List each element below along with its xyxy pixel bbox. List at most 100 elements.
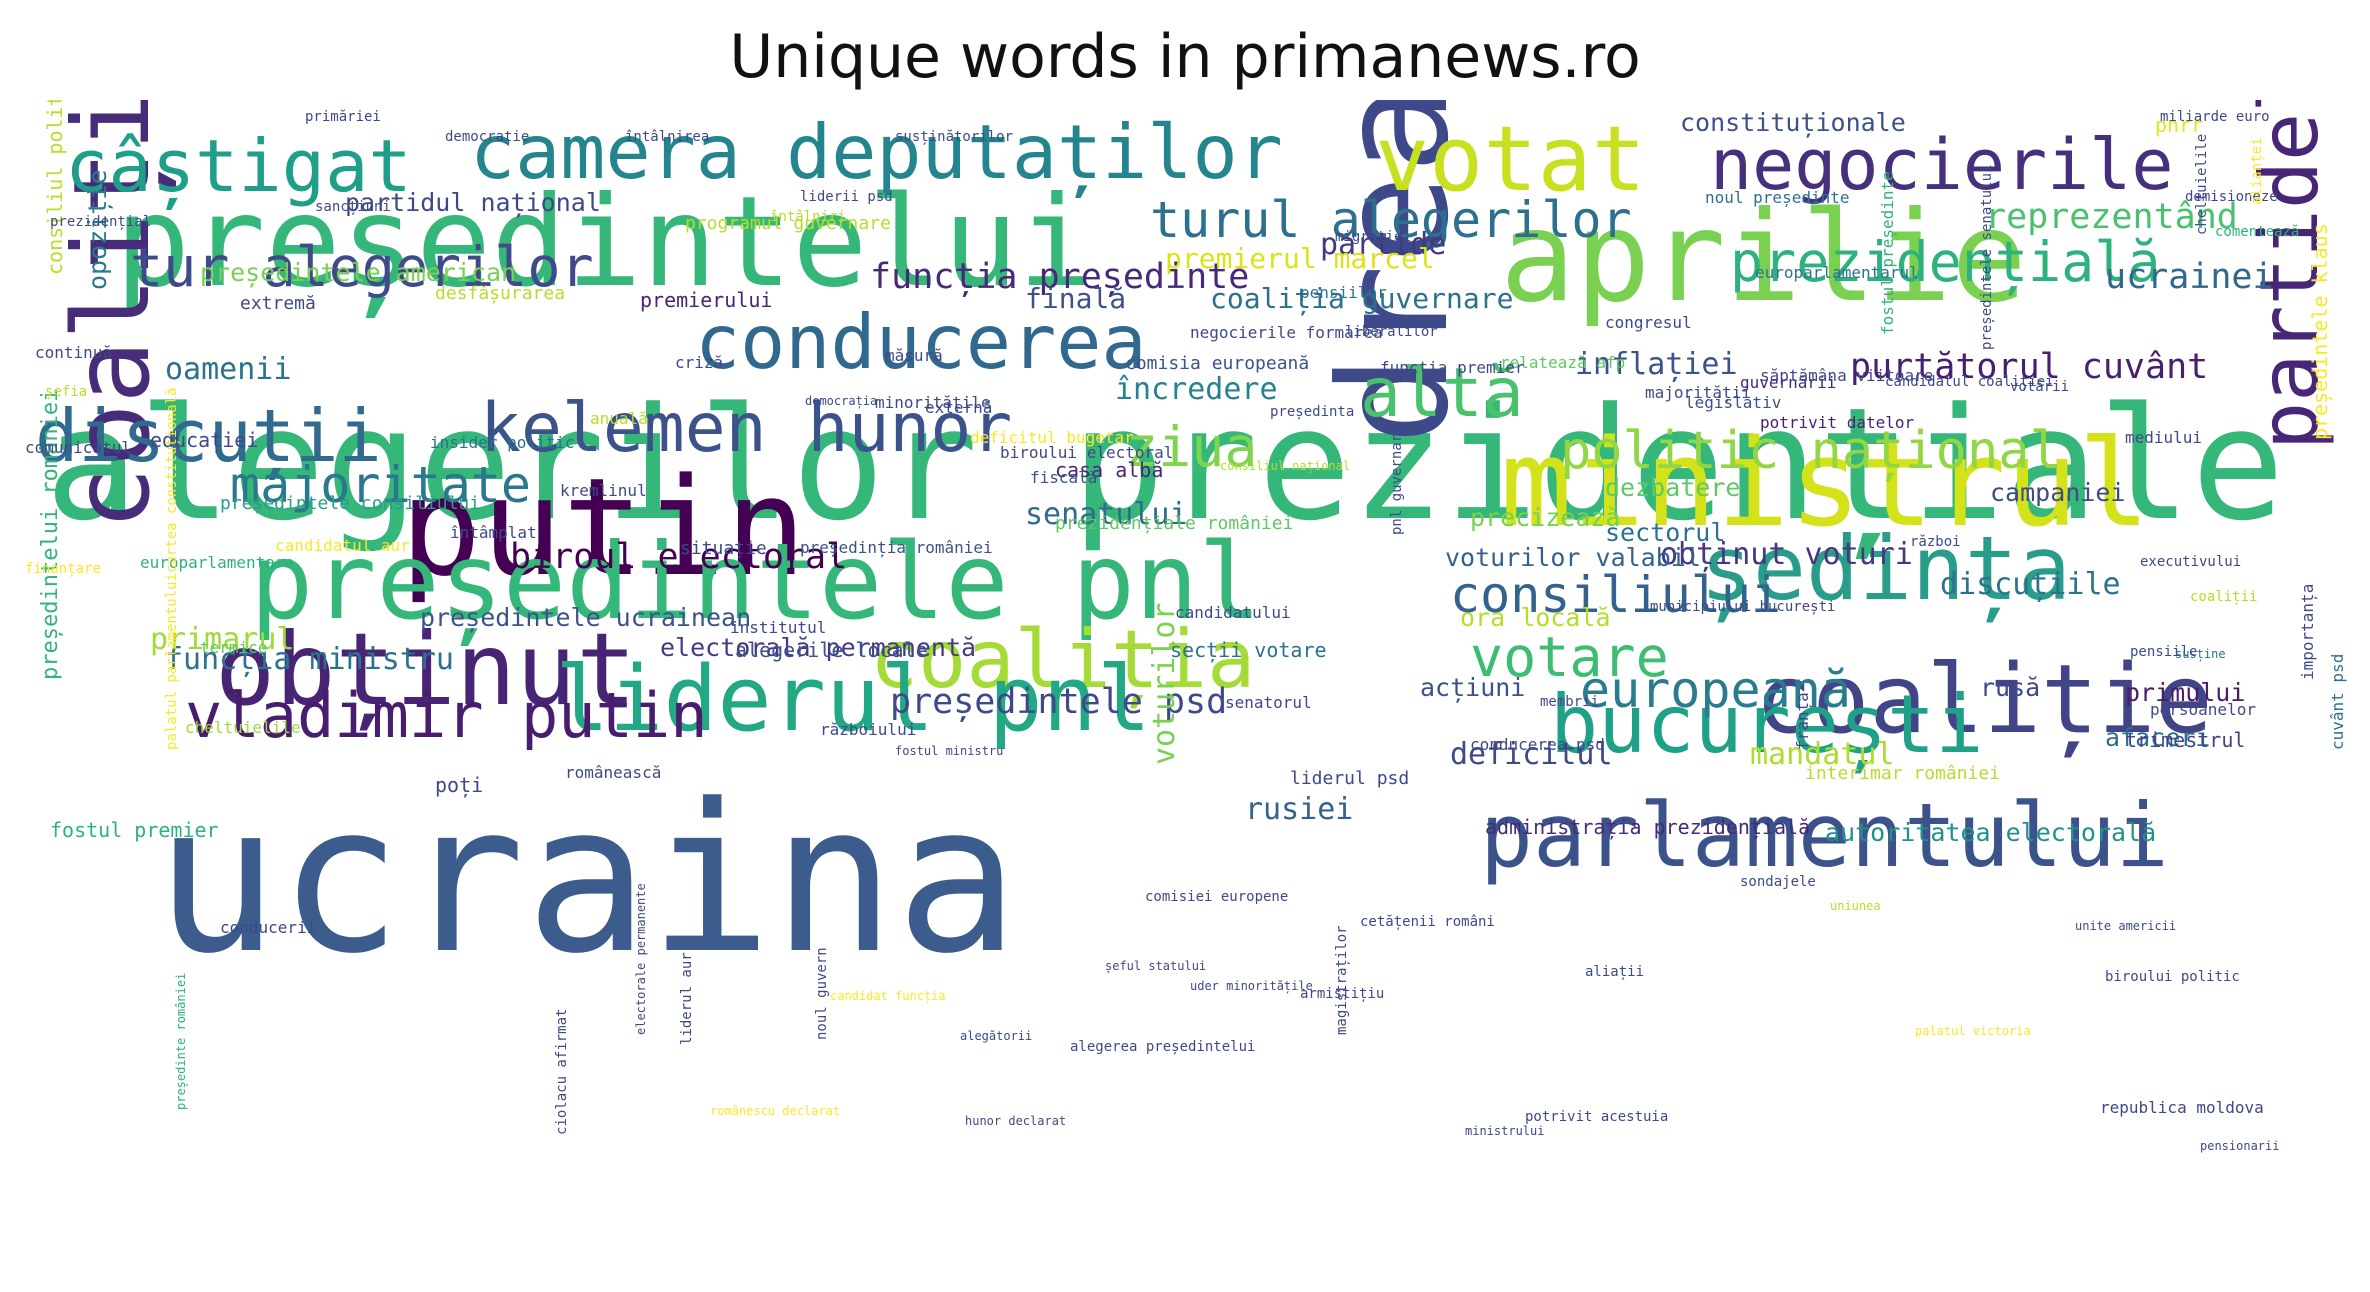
cloud-word: mediului bbox=[2125, 428, 2203, 447]
cloud-word: votare bbox=[1470, 625, 1669, 689]
cloud-word: senatului bbox=[1025, 497, 1188, 532]
cloud-word: magistraților bbox=[1334, 925, 1350, 1035]
cloud-word: funcția președinte bbox=[870, 257, 1250, 297]
cloud-word: relatează afp bbox=[1500, 353, 1626, 372]
cloud-word: obținut voturi bbox=[1660, 537, 1913, 572]
cloud-word: fiscală bbox=[1030, 468, 1098, 487]
cloud-word: negocierile bbox=[1710, 124, 2174, 206]
cloud-word: cheltuielile bbox=[2194, 133, 2210, 235]
cloud-word: democrație bbox=[445, 129, 530, 145]
cloud-word: funcția ministru bbox=[165, 642, 454, 677]
cloud-word: uder minoritățile bbox=[1190, 979, 1313, 993]
cloud-word: coaliția bbox=[870, 613, 1256, 706]
cloud-word: sondajele bbox=[1740, 874, 1816, 890]
chart-title: Unique words in primanews.ro bbox=[729, 22, 1641, 92]
cloud-word: românescu declarat bbox=[710, 1104, 841, 1118]
cloud-word: rusiei bbox=[1245, 792, 1354, 827]
cloud-word: alianței bbox=[2249, 137, 2265, 205]
cloud-word: finală bbox=[1025, 282, 1127, 315]
cloud-word: electorale permanente bbox=[634, 883, 648, 1035]
cloud-word: congresul bbox=[1605, 313, 1692, 332]
cloud-word: democrația bbox=[805, 394, 878, 408]
cloud-word: liderul pnl bbox=[555, 647, 1152, 752]
cloud-word: sancțiuni bbox=[315, 199, 391, 215]
cloud-word: președinta bbox=[1270, 404, 1355, 420]
cloud-word: ministrului bbox=[1465, 1124, 1545, 1138]
word-cloud: alegerilor prezidențiale ucraina președint… bbox=[20, 100, 2350, 1280]
cloud-word: obținut bbox=[215, 611, 637, 728]
cloud-word: alegerile locale bbox=[735, 638, 928, 662]
cloud-word: președintele psd bbox=[890, 682, 1228, 722]
cloud-word: criză bbox=[675, 353, 724, 372]
cloud-word: liderii psd bbox=[800, 189, 893, 205]
cloud-word: premierului bbox=[640, 288, 773, 312]
cloud-word: întâlniri bbox=[770, 209, 846, 225]
cloud-word: fostul ministru bbox=[895, 744, 1004, 758]
cloud-word: finanțare bbox=[25, 561, 101, 577]
cloud-word: consiliul național bbox=[1220, 459, 1351, 473]
cloud-word: unite americii bbox=[2075, 919, 2177, 933]
cloud-word: europarlamentare bbox=[140, 553, 295, 572]
cloud-word: candidat funcția bbox=[830, 989, 946, 1003]
cloud-word: ziua bbox=[1125, 415, 1258, 479]
cloud-word: negocierile formarea bbox=[1190, 323, 1383, 342]
cloud-word: cetățenii români bbox=[1360, 914, 1495, 930]
cloud-word: electorală permanentă bbox=[660, 633, 977, 662]
cloud-word: afaceri bbox=[2105, 723, 2211, 752]
cloud-word: președintele pnl bbox=[250, 521, 1262, 643]
cloud-word: palatul parlamentuluicurtea constituțion… bbox=[164, 387, 180, 750]
cloud-word: politic național bbox=[1560, 421, 2061, 481]
cloud-word: reprezentând bbox=[1985, 197, 2238, 237]
cloud-word: secții votare bbox=[1170, 638, 1327, 662]
cloud-word: biroul electoral bbox=[510, 537, 848, 577]
cloud-word: comentează bbox=[2215, 224, 2300, 240]
cloud-word: armistițiu bbox=[1300, 986, 1385, 1002]
cloud-word: liderul aur bbox=[679, 952, 695, 1045]
cloud-word: președinte româniei bbox=[174, 972, 188, 1110]
cloud-word: precizează bbox=[1470, 503, 1621, 532]
cloud-word: biroului politic bbox=[2105, 969, 2240, 985]
cloud-word: alegerilor prezidențiale bbox=[45, 374, 2285, 555]
cloud-word: alegerea președintelui bbox=[1070, 1039, 1256, 1055]
cloud-word: președintelui româniei bbox=[38, 388, 63, 680]
cloud-word: palatul victoria bbox=[1915, 1024, 2031, 1038]
cloud-word: președinția româniei bbox=[800, 538, 993, 557]
cloud-word: ciolacu afirmat bbox=[554, 1008, 570, 1135]
cloud-word: coaliție bbox=[1755, 645, 2213, 755]
cloud-word: anuală bbox=[590, 409, 648, 428]
cloud-word: altă bbox=[1360, 354, 1524, 433]
cloud-word: turul alegerilor bbox=[1150, 191, 1632, 249]
cloud-word: migrației bbox=[1335, 229, 1411, 245]
cloud-word: constituționale bbox=[1680, 108, 1906, 137]
cloud-word: aprilie bbox=[1500, 185, 2027, 330]
cloud-word: întâmplat bbox=[450, 523, 537, 542]
cloud-word: comunicatul bbox=[25, 438, 131, 457]
cloud-word: continuă bbox=[35, 343, 113, 362]
cloud-word: purtătorul cuvânt bbox=[1850, 347, 2209, 387]
cloud-word: primăriei bbox=[305, 109, 381, 125]
cloud-word: majorității bbox=[1645, 383, 1751, 402]
cloud-word: importanța bbox=[2298, 583, 2317, 680]
cloud-word: trimestrul bbox=[2125, 728, 2246, 752]
cloud-word: potrivit acestuia bbox=[1525, 1109, 1669, 1125]
cloud-word: demisioneze bbox=[2185, 189, 2278, 205]
cloud-word: inflației bbox=[1575, 347, 1738, 382]
cloud-word: situație bbox=[680, 538, 767, 559]
cloud-word: prezidențiale româniei bbox=[1055, 513, 1294, 534]
cloud-word: poți bbox=[435, 773, 484, 797]
cloud-word: ucrainei bbox=[2105, 257, 2274, 297]
cloud-word: candidatul coaliției bbox=[1885, 374, 2054, 390]
cloud-word: pnl guvernare bbox=[1389, 425, 1405, 535]
cloud-word: uniunea bbox=[1830, 899, 1881, 913]
cloud-word: liberalilor bbox=[1345, 324, 1438, 340]
cloud-word: câștigat bbox=[65, 124, 412, 208]
cloud-word: tur alegerilor bbox=[130, 235, 594, 299]
cloud-word: autoritatea electorală bbox=[1825, 818, 2157, 847]
cloud-word: comisiei europene bbox=[1145, 889, 1289, 905]
cloud-word: susținătorilor bbox=[895, 129, 1014, 145]
cloud-word: partide bbox=[1320, 227, 1447, 262]
cloud-word: acțiuni bbox=[1420, 673, 1526, 702]
cloud-word: prezidențial bbox=[50, 214, 152, 230]
cloud-word: republica moldova bbox=[2100, 1098, 2264, 1117]
cloud-word: șefia bbox=[45, 384, 88, 400]
